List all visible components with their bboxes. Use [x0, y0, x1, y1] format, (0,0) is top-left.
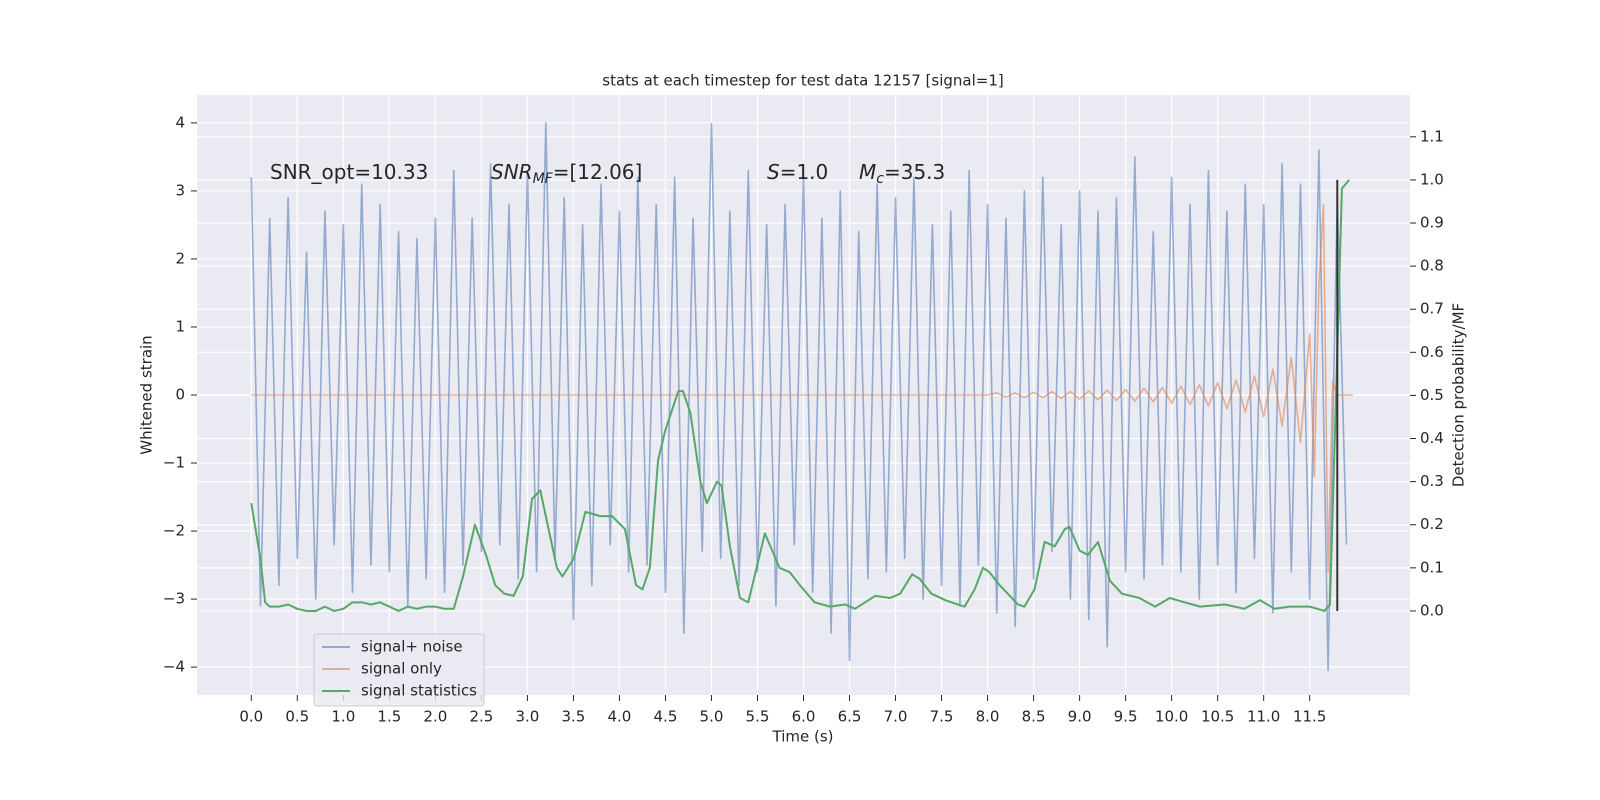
x-tick-label: 7.5	[930, 708, 954, 726]
x-tick-label: 8.5	[1022, 708, 1046, 726]
x-tick-label: 8.0	[976, 708, 1000, 726]
y-axis-label: Whitened strain	[138, 335, 156, 454]
x-tick-label: 4.5	[654, 708, 678, 726]
y2-tick-label: 1.1	[1420, 127, 1444, 145]
y2-tick-label: 0.2	[1420, 515, 1444, 533]
x-tick-label: 9.0	[1068, 708, 1092, 726]
legend: signal+ noise signal only signal statistic…	[313, 633, 485, 707]
legend-label: signal+ noise	[361, 638, 463, 656]
annotation-part: =35.3	[884, 160, 945, 184]
x-tick-label: 1.5	[377, 708, 401, 726]
y2-tick-label: 0.6	[1420, 343, 1444, 361]
overlay: 0.0 0.5 1.0 1.5 2.0 2.5 3.0 3.5 4.0 4.5 5.0 5.5 6.0 6…	[163, 113, 1444, 725]
y2-tick-label: 0.7	[1420, 300, 1444, 318]
annotation: SNR_opt=10.33	[270, 160, 428, 184]
y-tick-label: 3	[175, 181, 185, 199]
y2-tick-label: 1.0	[1420, 170, 1444, 188]
x-tick-label: 2.5	[469, 708, 493, 726]
x-tick-label: 6.0	[792, 708, 816, 726]
annotation-part: c	[876, 171, 884, 187]
y-tick-label: −3	[163, 590, 185, 608]
plot	[250, 122, 1353, 672]
x-tick-label: 5.0	[700, 708, 724, 726]
y2-tick-label: 0.1	[1420, 558, 1444, 576]
y-tick-label: −2	[163, 522, 185, 540]
x-tick-label: 10.5	[1201, 708, 1234, 726]
y-tick-label: 0	[175, 386, 185, 404]
legend-box	[313, 633, 485, 707]
series-line	[251, 203, 1353, 573]
x-tick-label: 9.5	[1114, 708, 1138, 726]
annotation-part: =[12.06]	[553, 160, 643, 184]
annotation: SNRMF=[12.06]	[491, 160, 642, 188]
x-axis-label: Time (s)	[772, 728, 834, 746]
x-tick-label: 11.0	[1247, 708, 1280, 726]
series-line	[250, 179, 1351, 612]
y-tick-label: 4	[175, 113, 185, 131]
annotation: S=1.0	[767, 160, 828, 184]
chart-title: stats at each timestep for test data 121…	[602, 72, 1003, 90]
x-tick-label: 11.5	[1293, 708, 1326, 726]
y-tick-label: 1	[175, 317, 185, 335]
x-tick-label: 10.0	[1155, 708, 1188, 726]
y2-tick-label: 0.9	[1420, 214, 1444, 232]
x-tick-label: 2.0	[423, 708, 447, 726]
y2-tick-label: 0.4	[1420, 429, 1444, 447]
x-tick-label: 3.0	[515, 708, 539, 726]
x-tick-label: 3.5	[561, 708, 585, 726]
annotation-part: S	[767, 160, 780, 184]
y2-tick-label: 0.5	[1420, 386, 1444, 404]
y-tick-label: −1	[163, 454, 185, 472]
y-tick-label: 2	[175, 249, 185, 267]
x-tick-label: 5.5	[746, 708, 770, 726]
annotation-part: SNR_opt=10.33	[270, 160, 428, 184]
annotation-part: SNR	[491, 160, 533, 184]
annotation: Mc=35.3	[859, 160, 945, 188]
x-tick-label: 7.0	[884, 708, 908, 726]
x-tick-label: 6.5	[838, 708, 862, 726]
annotation-part: =1.0	[780, 160, 829, 184]
y-tick-label: −4	[163, 658, 185, 676]
annotation-part: M	[859, 160, 876, 184]
y2-tick-label: 0.0	[1420, 601, 1444, 619]
x-tick-label: 1.0	[331, 708, 355, 726]
x-tick-label: 0.0	[239, 708, 263, 726]
y2-tick-label: 0.3	[1420, 472, 1444, 490]
x-tick-label: 4.0	[608, 708, 632, 726]
y2-tick-label: 0.8	[1420, 257, 1444, 275]
legend-label: signal statistics	[361, 682, 477, 700]
y2-axis-label: Detection probability/MF	[1450, 303, 1468, 487]
annotation-part: MF	[533, 171, 554, 187]
x-tick-label: 0.5	[285, 708, 309, 726]
series-line	[250, 122, 1348, 672]
legend-label: signal only	[361, 660, 442, 678]
